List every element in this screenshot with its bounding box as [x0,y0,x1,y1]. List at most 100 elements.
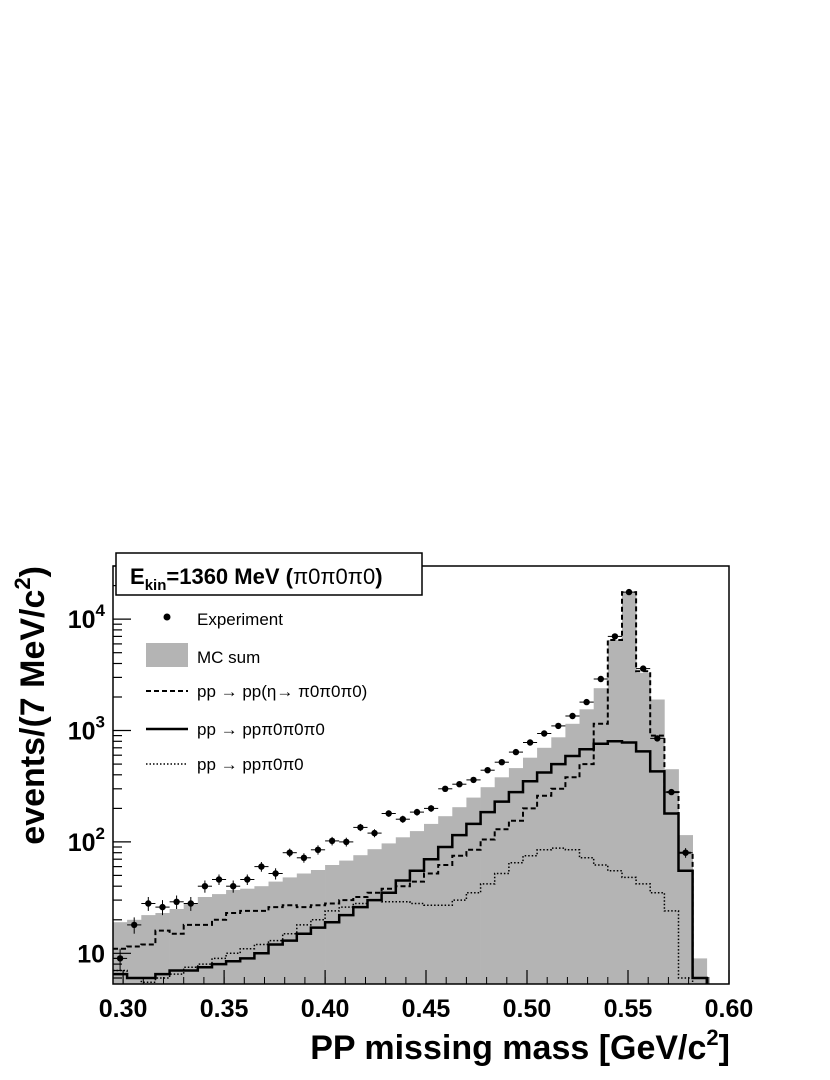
legend-swatch-mc-sum [146,643,188,667]
y-tick-label: 103 [68,713,105,746]
mc-sum-bin [212,894,227,984]
mc-sum-bin [183,903,199,984]
mc-sum-bin [395,837,411,984]
point-marker [456,781,463,788]
histogram-lines-layer [113,591,709,984]
mc-sum-bin [367,849,382,984]
experiment-point [127,917,142,934]
experiment-point [523,739,538,746]
mc-sum-bin [240,888,255,984]
legend-label-3pi0: pp → ppπ0π0π0 [197,720,325,739]
point-marker [470,776,477,784]
experiment-point [551,722,566,730]
y-tick-label: 102 [68,824,105,857]
mc-sum-bin [381,843,397,984]
mc-sum-bin [622,592,637,984]
mc-sum-bin [197,897,213,984]
experiment-point [367,829,382,838]
experiment-point [268,868,283,880]
experiment-points-layer [113,588,693,971]
x-tick-label: 0.45 [402,995,451,1023]
mc-sum-bin [127,919,142,984]
experiment-point [438,785,453,792]
point-marker [314,846,322,853]
point-marker [512,748,520,756]
point-marker [611,633,619,640]
point-marker [498,759,505,766]
legend-label-experiment: Experiment [197,610,283,629]
mc-sum-bin [339,860,354,984]
tick-labels-layer: 0.30 0.35 0.40 0.45 0.50 0.55 0.60 10 102 103 104 [68,601,754,1023]
axis-ticks-layer [113,565,730,984]
chart-title: Ekin=1360 MeV (π0π0π0) [130,564,383,594]
experiment-point [197,880,212,893]
point-marker [526,739,534,746]
x-axis-title: PP missing mass [GeV/c2] [310,1025,730,1067]
point-marker [682,849,689,856]
x-tick-label: 0.55 [604,995,653,1023]
point-marker [625,588,633,596]
experiment-point [636,665,651,672]
experiment-point [579,698,594,706]
point-marker [145,900,152,907]
x-tick-label: 0.50 [503,995,552,1023]
mc-sum-bin [438,816,453,984]
point-marker [286,849,293,856]
point-marker [640,665,647,672]
point-marker [413,808,421,816]
experiment-point [466,776,481,784]
point-marker [597,675,604,683]
mc-sum-bin [466,797,481,984]
point-marker [187,900,194,907]
experiment-point [424,805,439,812]
mc-sum-bin [579,709,594,984]
mc-sum-bin [523,757,538,984]
experiment-point [240,874,255,885]
experiment-point [141,897,156,911]
mc-sum-bin [169,909,185,984]
experiment-point [565,712,580,720]
point-marker [427,805,435,812]
experiment-point [296,853,311,863]
experiment-point [480,767,495,774]
legend-label-mc-sum: MC sum [197,648,260,667]
experiment-point [537,730,552,737]
point-marker [668,788,675,796]
mc-sum-bin [424,823,439,984]
point-marker [484,767,491,774]
experiment-point [325,836,340,846]
point-marker [244,876,251,883]
point-marker [569,712,576,720]
mc-sum-bin [452,807,467,984]
point-marker [385,810,392,817]
experiment-point [339,837,354,847]
x-tick-label: 0.60 [705,995,754,1023]
point-marker [159,903,166,911]
experiment-point [381,810,396,817]
point-marker [371,829,378,837]
experiment-point [169,895,184,909]
experiment-point [409,808,424,816]
legend-label-2pi0: pp → ppπ0π0 [197,755,304,774]
mc-sum-bin [508,768,524,984]
series-3pi0-solid-line [113,740,709,984]
point-marker [328,837,336,845]
point-marker [230,883,237,890]
point-marker [555,722,562,730]
point-marker [442,785,449,792]
experiment-point [622,588,637,596]
y-tick-label: 104 [68,601,106,634]
experiment-point [494,759,509,766]
experiment-point [226,880,241,893]
mc-sum-layer [113,592,708,984]
mc-sum-bin [282,877,298,984]
experiment-point [310,845,326,855]
experiment-point [452,781,467,788]
experiment-point [593,675,608,683]
x-tick-label: 0.40 [301,995,350,1023]
mc-sum-bin [565,723,580,984]
point-marker [357,824,364,831]
mc-sum-bin [593,688,609,984]
